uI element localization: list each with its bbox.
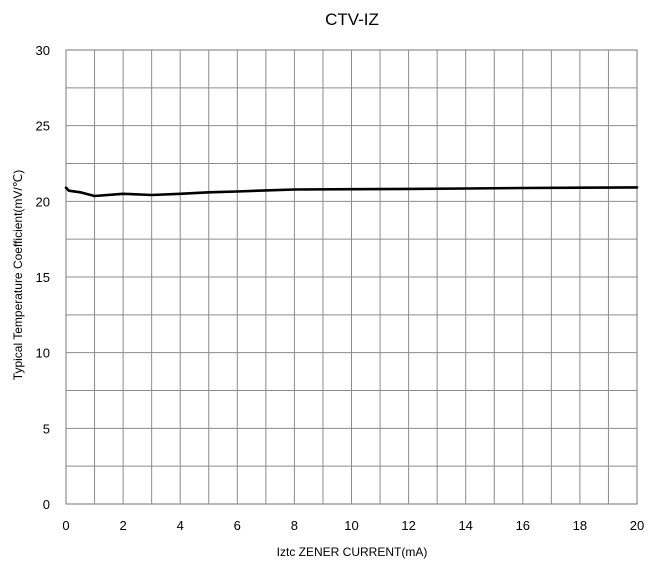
- y-tick-label: 5: [43, 421, 50, 436]
- y-tick-label: 30: [36, 43, 50, 58]
- y-tick-label: 15: [36, 270, 50, 285]
- x-tick-label: 6: [234, 518, 241, 533]
- x-tick-label: 8: [291, 518, 298, 533]
- x-tick-label: 16: [516, 518, 530, 533]
- x-tick-label: 10: [344, 518, 358, 533]
- series-line: [64, 186, 639, 198]
- y-tick-label: 10: [36, 346, 50, 361]
- x-tick-label: 0: [62, 518, 69, 533]
- chart-title: CTV-IZ: [325, 10, 379, 29]
- x-tick-label: 4: [177, 518, 184, 533]
- series-layer: [64, 186, 639, 198]
- y-axis-title: Typical Temperature Coefficient(mV/℃): [11, 170, 25, 380]
- gridlines: [66, 50, 637, 504]
- x-tick-label: 18: [573, 518, 587, 533]
- y-tick-label: 20: [36, 194, 50, 209]
- y-tick-labels: 0 5 10 15 20 25 30: [36, 43, 50, 512]
- x-tick-labels: 0 2 4 6 8 10 12 14 16 18 20: [62, 518, 644, 533]
- x-tick-label: 20: [630, 518, 644, 533]
- y-tick-label: 0: [43, 497, 50, 512]
- x-tick-label: 12: [401, 518, 415, 533]
- x-axis-title: Iztc ZENER CURRENT(mA): [277, 545, 428, 559]
- x-tick-label: 14: [458, 518, 472, 533]
- y-tick-label: 25: [36, 119, 50, 134]
- x-tick-label: 2: [119, 518, 126, 533]
